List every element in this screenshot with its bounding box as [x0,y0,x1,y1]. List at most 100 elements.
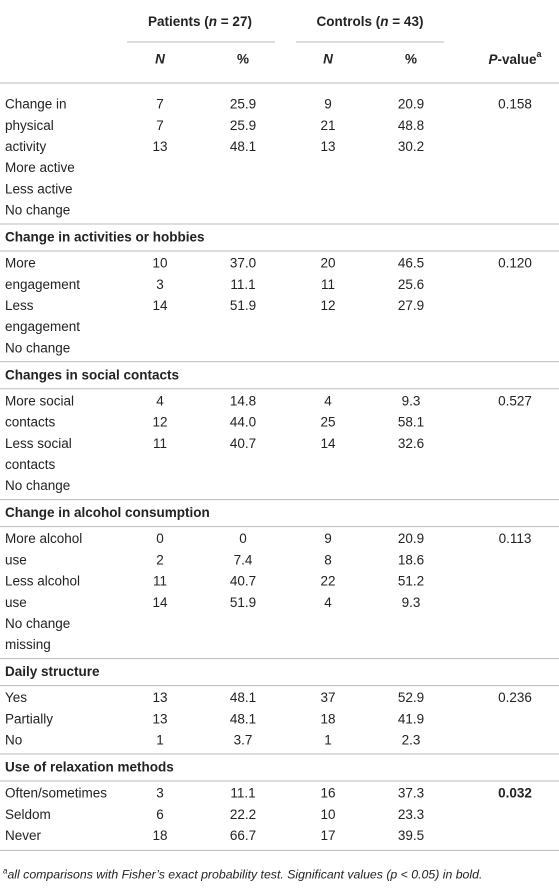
cell: 13 [152,711,167,726]
row-label: Never [5,828,42,843]
cell: 17 [320,828,335,843]
cell: 25.9 [230,97,256,112]
group-header: Controls (n = 43) [317,14,424,29]
cell: 21 [320,118,335,133]
p-value: 0.032 [498,786,532,801]
cell: 12 [152,415,167,430]
p-value: 0.113 [499,531,532,546]
row-label: Partially [5,711,53,726]
p-value: 0.158 [498,97,532,112]
column-header: N [155,52,165,67]
cell: 0 [239,531,247,546]
row-label: More active [5,160,75,175]
p-sup: a [537,49,543,59]
cell: 51.9 [230,298,256,313]
cell: 10 [320,807,335,822]
cell: 30.2 [398,139,424,154]
cell: 7 [156,97,164,112]
section-title: Changes in social contacts [5,367,179,382]
cell: 4 [324,393,332,408]
cell: 40.7 [230,436,256,451]
cell: 46.5 [398,256,424,271]
row-label: No change [5,340,70,355]
cell: 11.1 [230,277,255,292]
cell: 1 [156,733,164,748]
cell: 18 [320,711,335,726]
row-label: contacts [5,457,56,472]
row-label: More [5,256,36,271]
cell: 11.1 [230,786,255,801]
cell: 9 [324,531,332,546]
cell: 48.1 [230,690,256,705]
cell: 14.8 [230,393,256,408]
cell: 11 [321,277,335,292]
cell: 6 [156,807,164,822]
cell: 20.9 [398,97,424,112]
cell: 2 [156,552,164,567]
cell: 12 [320,298,335,313]
cell: 8 [324,552,332,567]
footnote: aall comparisons with Fisher’s exact pro… [3,867,482,882]
cell: 11 [153,436,167,451]
section-title: Daily structure [5,664,100,679]
row-label: physical [5,118,54,133]
cell: 37.0 [230,256,256,271]
cell: 18 [152,828,167,843]
row-label: Less social [5,436,72,451]
cell: 1 [324,733,332,748]
row-label: More alcohol [5,531,82,546]
cell: 3 [156,786,164,801]
p-value: 0.120 [498,256,532,271]
cell: 22.2 [230,807,256,822]
row-label: Less [5,298,34,313]
cell: 58.1 [398,415,424,430]
row-label: missing [5,637,51,652]
row-label: Often/sometimes [5,786,107,801]
cell: 27.9 [398,298,424,313]
cell: 41.9 [398,711,424,726]
cell: 9.3 [402,595,421,610]
p-italic: P [488,52,498,67]
cell: 4 [156,393,164,408]
group-text: = 27) [217,14,252,29]
cell: 3 [156,277,164,292]
cell: 9 [324,97,332,112]
p-value: 0.527 [498,393,532,408]
cell: 48.8 [398,118,424,133]
cell: 9.3 [402,393,421,408]
group-italic: n [209,14,217,29]
group-italic: n [380,14,388,29]
row-label: No change [5,203,70,218]
row-label: No change [5,478,70,493]
column-header: N [323,52,333,67]
cell: 14 [320,436,336,451]
row-label: Yes [5,690,27,705]
cell: 37 [320,690,335,705]
footnote-sup: a [3,867,8,876]
cell: 51.9 [230,595,256,610]
group-text: = 43) [389,14,424,29]
group-text: Patients ( [148,14,209,29]
row-label: No change [5,616,70,631]
cell: 25.6 [398,277,424,292]
cell: 10 [152,256,167,271]
cell: 13 [320,139,335,154]
group-text: Controls ( [317,14,381,29]
section-title: Use of relaxation methods [5,760,174,775]
cell: 32.6 [398,436,424,451]
cell: 16 [320,786,335,801]
cell: 66.7 [230,828,256,843]
cell: 37.3 [398,786,424,801]
cell: 14 [152,298,168,313]
cell: 20 [320,256,335,271]
row-label: activity [5,139,47,154]
row-label: use [5,595,27,610]
cell: 0 [156,531,164,546]
p-text: -value [497,52,537,67]
cell: 13 [152,139,167,154]
column-header: % [237,52,249,67]
row-label: Less active [5,181,73,196]
cell: 48.1 [230,711,256,726]
